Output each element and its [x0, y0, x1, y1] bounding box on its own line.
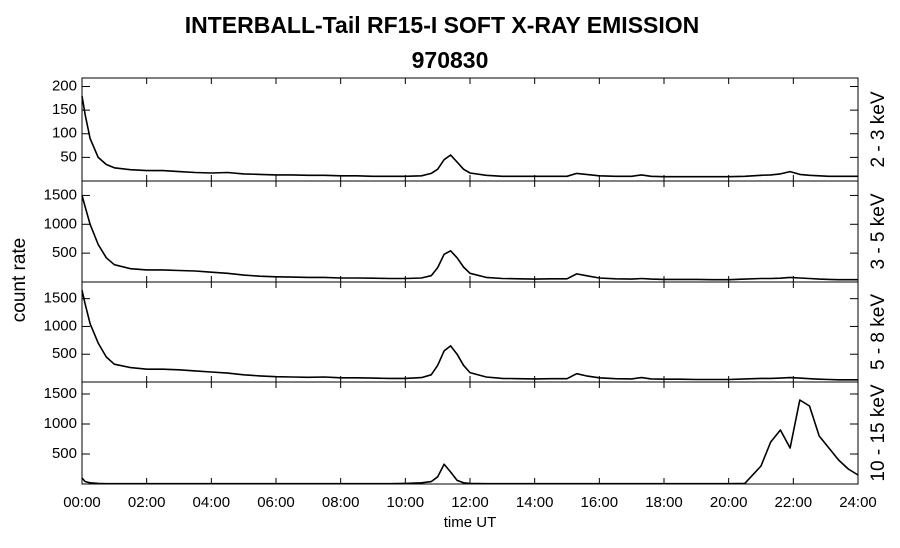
x-tick-label: 18:00 [645, 494, 683, 511]
x-tick-label: 10:00 [387, 494, 425, 511]
y-tick-label: 500 [52, 244, 77, 261]
x-tick-label: 20:00 [710, 494, 748, 511]
panel-frame [81, 381, 859, 485]
x-tick-label: 22:00 [775, 494, 813, 511]
panel-frame [81, 281, 859, 383]
y-tick-label: 150 [52, 101, 77, 118]
y-tick-label: 500 [52, 345, 77, 362]
panel-label: 10 - 15 keV [868, 384, 889, 481]
data-line [81, 95, 858, 178]
data-line [81, 290, 858, 381]
x-tick-label: 02:00 [128, 494, 166, 511]
panel-label: 2 - 3 keV [868, 91, 889, 167]
x-tick-label: 14:00 [516, 494, 554, 511]
panel-frame [81, 180, 859, 283]
chart-subtitle: 970830 [412, 47, 489, 73]
y-axis-label: count rate [9, 238, 30, 323]
y-tick-label: 200 [52, 77, 77, 94]
x-tick-label: 00:00 [63, 494, 101, 511]
data-line [81, 195, 858, 281]
y-tick-label: 50 [60, 148, 77, 165]
y-tick-label: 1000 [44, 415, 77, 432]
x-tick-label: 16:00 [581, 494, 619, 511]
x-tick-label: 24:00 [839, 494, 877, 511]
y-tick-label: 1000 [44, 317, 77, 334]
y-tick-label: 100 [52, 125, 77, 142]
panel-frame [81, 77, 859, 182]
x-axis-label: time UT [444, 514, 497, 531]
x-tick-label: 08:00 [322, 494, 360, 511]
x-tick-label: 12:00 [451, 494, 489, 511]
panel-label: 3 - 5 keV [868, 193, 889, 269]
y-tick-label: 1500 [44, 385, 77, 402]
y-tick-label: 500 [52, 445, 77, 462]
panel-label: 5 - 8 keV [868, 294, 889, 370]
y-tick-label: 1500 [44, 290, 77, 307]
x-tick-label: 06:00 [257, 494, 295, 511]
y-tick-label: 1500 [44, 186, 77, 203]
y-tick-label: 1000 [44, 215, 77, 232]
chart-title: INTERBALL-Tail RF15-I SOFT X-RAY EMISSIO… [185, 12, 700, 38]
x-tick-label: 04:00 [193, 494, 231, 511]
data-line [81, 399, 859, 485]
